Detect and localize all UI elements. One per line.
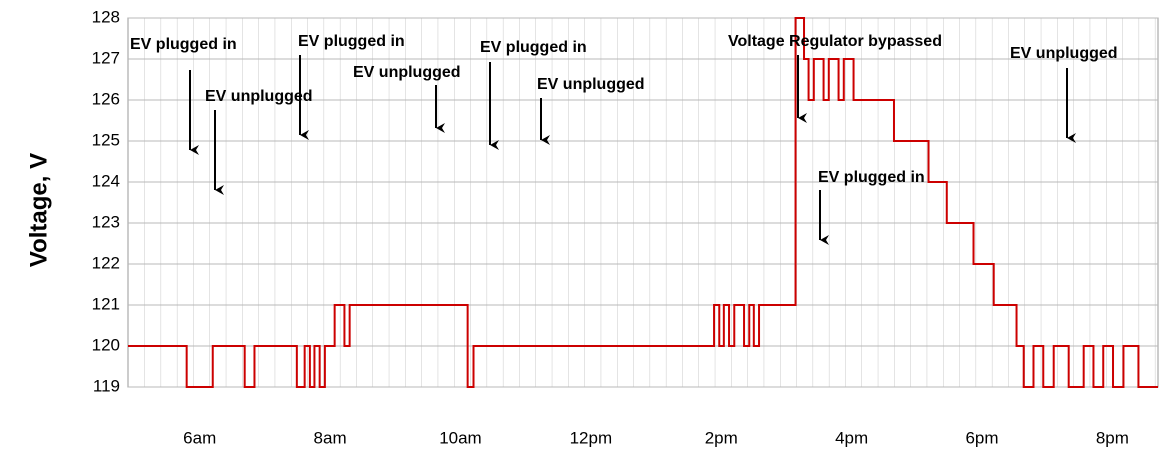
annotation: EV plugged in (480, 39, 587, 56)
y-tick-label: 124 (92, 171, 120, 190)
x-tick-label: 8pm (1096, 428, 1129, 447)
y-tick-label: 122 (92, 253, 120, 272)
y-axis-title: Voltage, V (25, 153, 52, 267)
x-tick-label: 8am (314, 428, 347, 447)
y-tick-label: 126 (92, 89, 120, 108)
y-tick-label: 120 (92, 335, 120, 354)
voltage-line (128, 17, 1158, 388)
y-tick-label: 119 (93, 376, 120, 395)
minor-grid (128, 18, 1158, 387)
y-tick-label: 128 (92, 7, 120, 26)
x-tick-label: 10am (439, 428, 482, 447)
annotation: EV plugged in (298, 33, 405, 50)
x-tick-label: 12pm (570, 428, 613, 447)
annotation: EV plugged in (130, 36, 237, 53)
y-tick-label: 121 (92, 294, 120, 313)
x-tick-label: 6am (183, 428, 216, 447)
y-tick-label: 123 (92, 212, 120, 231)
annotation: Voltage Regulator bypassed (728, 33, 942, 50)
x-tick-label: 4pm (835, 428, 868, 447)
y-tick-label: 125 (92, 130, 120, 149)
x-tick-label: 2pm (705, 428, 738, 447)
annotation: EV unplugged (353, 64, 461, 81)
x-tick-label: 6pm (965, 428, 998, 447)
annotation: EV unplugged (537, 76, 645, 93)
annotation: EV unplugged (1010, 45, 1118, 62)
y-tick-label: 127 (92, 48, 120, 67)
annotation: EV unplugged (205, 88, 313, 105)
annotation: EV plugged in (818, 169, 925, 186)
